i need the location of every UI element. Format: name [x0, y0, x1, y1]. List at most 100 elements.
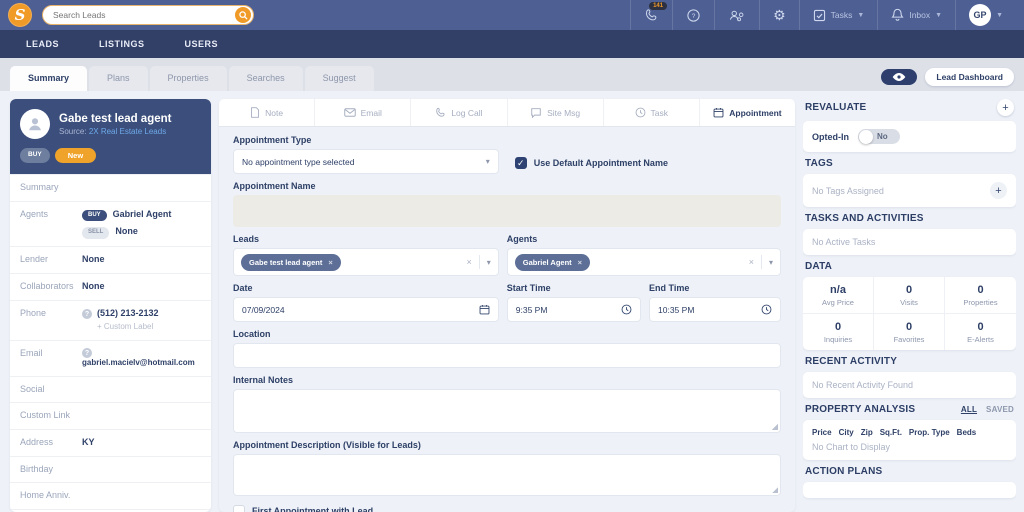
email-value[interactable]: gabriel.macielv@hotmail.com [82, 358, 195, 368]
collaborators-value[interactable]: None [82, 280, 105, 291]
lead-dashboard-button[interactable]: Lead Dashboard [925, 68, 1014, 86]
toggle-state: No [877, 132, 888, 141]
composer-tab-log-call[interactable]: Log Call [411, 99, 508, 126]
lender-value[interactable]: None [82, 254, 105, 265]
clock-icon[interactable] [621, 304, 632, 315]
lead-row-social[interactable]: Social [10, 375, 211, 403]
resize-handle[interactable] [772, 424, 778, 430]
date-input[interactable]: 07/09/2024 [233, 297, 499, 322]
view-toggle-button[interactable] [881, 69, 918, 85]
revaluate-card: Opted-In No [803, 121, 1016, 152]
filter-sqft[interactable]: Sq.Ft. [879, 428, 902, 437]
agent-tag[interactable]: Gabriel Agent × [514, 253, 591, 271]
toggle-knob [859, 129, 873, 144]
add-revaluate-button[interactable]: + [997, 99, 1014, 116]
address-value[interactable]: KY [82, 437, 95, 448]
end-time-label: End Time [649, 283, 690, 293]
property-all-link[interactable]: ALL [960, 405, 978, 414]
use-default-name-checkbox[interactable]: ✓ [514, 157, 527, 169]
agents-label: Agents [506, 234, 538, 244]
tab-summary[interactable]: Summary [10, 66, 88, 91]
location-input[interactable] [233, 343, 781, 368]
global-search[interactable] [42, 5, 254, 25]
clear-icon[interactable]: × [748, 257, 754, 267]
appointment-type-select[interactable]: No appointment type selected ▾ [233, 149, 499, 174]
composer-tab-email[interactable]: Email [315, 99, 412, 126]
property-saved-link[interactable]: SAVED [986, 405, 1014, 414]
filter-beds[interactable]: Beds [956, 428, 977, 437]
phone-value[interactable]: (512) 213-2132 [97, 307, 159, 318]
lead-row-custom-link[interactable]: Custom Link [10, 402, 211, 429]
opted-in-toggle[interactable]: No [858, 129, 900, 144]
sell-agent-name[interactable]: None [115, 226, 138, 237]
nav-item-leads[interactable]: LEADS [26, 39, 60, 49]
tab-suggest[interactable]: Suggest [304, 66, 374, 91]
email-status-icon[interactable]: ? [82, 348, 92, 359]
dialer-button[interactable]: 141 [630, 0, 672, 30]
chevron-down-icon[interactable]: ▾ [486, 257, 491, 267]
lead-source-link[interactable]: 2X Real Estate Leads [88, 127, 167, 137]
composer-tab-site-msg[interactable]: Site Msg [508, 99, 604, 126]
user-menu[interactable]: GP ▼ [955, 0, 1016, 30]
calendar-icon[interactable] [479, 304, 490, 315]
filter-zip[interactable]: Zip [860, 428, 873, 437]
first-appointment-checkbox[interactable] [233, 505, 245, 512]
leads-multiselect[interactable]: Gabe test lead agent × × ▾ [233, 248, 499, 276]
lead-status-badge[interactable]: New [54, 148, 97, 163]
brand-logo[interactable]: S [8, 3, 32, 27]
calendar-icon [713, 108, 724, 118]
remove-tag-icon[interactable]: × [328, 257, 333, 267]
tasks-menu[interactable]: Tasks ▼ [798, 0, 878, 30]
lead-row-home-anniv[interactable]: Home Anniv. [10, 482, 211, 509]
stat-avg-price: n/a Avg Price [803, 277, 874, 314]
stat-favorites: 0 Favorites [874, 314, 945, 350]
buy-agent-name[interactable]: Gabriel Agent [112, 208, 172, 219]
agent-sell-tag: SELL [82, 227, 110, 240]
lead-summary-panel: Gabe test lead agent Source: 2X Real Est… [10, 99, 211, 512]
tab-properties[interactable]: Properties [149, 66, 227, 91]
lead-tag[interactable]: Gabe test lead agent × [241, 253, 341, 271]
lead-row-phone: Phone ? (512) 213-2132 + Custom Label [10, 299, 211, 340]
composer-tab-note[interactable]: Note [219, 99, 316, 126]
lead-name: Gabe test lead agent [59, 112, 172, 125]
data-card: n/a Avg Price 0 Visits 0 Properties 0 Inquir… [803, 277, 1016, 350]
resize-handle[interactable] [772, 487, 778, 493]
tab-plans[interactable]: Plans [89, 66, 148, 91]
internal-notes-textarea[interactable] [233, 389, 781, 433]
add-tag-button[interactable]: + [990, 182, 1007, 199]
filter-city[interactable]: City [838, 428, 854, 437]
nav-item-listings[interactable]: LISTINGS [99, 39, 145, 49]
end-time-input[interactable]: 10:35 PM [649, 297, 781, 322]
contacts-settings-button[interactable] [714, 0, 759, 30]
clear-icon[interactable]: × [466, 257, 472, 267]
filter-prop-type[interactable]: Prop. Type [908, 428, 950, 437]
composer-tab-appointment[interactable]: Appointment [700, 99, 795, 126]
description-textarea[interactable] [233, 454, 781, 496]
topbar-actions: 141 ? ⚙ Tasks ▼ Inbox ▼ GP ▼ [630, 0, 1016, 30]
help-button[interactable]: ? [672, 0, 714, 30]
avatar[interactable]: GP [969, 4, 992, 26]
chevron-down-icon[interactable]: ▾ [768, 257, 773, 267]
add-custom-label-link[interactable]: + Custom Label [97, 322, 154, 332]
composer-tab-task[interactable]: Task [604, 99, 700, 126]
property-filter-row: Price City Zip Sq.Ft. Prop. Type Beds [812, 428, 1007, 437]
nav-item-users[interactable]: USERS [184, 39, 219, 49]
lead-row-summary[interactable]: Summary [10, 174, 211, 201]
composer-tabs: Note Email Log Call Site Msg Task Appoin… [219, 99, 795, 127]
revaluate-title: REVALUATE [805, 102, 867, 113]
lead-source: Source: 2X Real Estate Leads [59, 127, 167, 137]
tab-searches[interactable]: Searches [228, 66, 303, 91]
search-icon[interactable] [235, 7, 251, 23]
lead-row-birthday[interactable]: Birthday [10, 455, 211, 483]
phone-status-icon[interactable]: ? [82, 309, 92, 320]
remove-tag-icon[interactable]: × [577, 257, 583, 267]
agents-multiselect[interactable]: Gabriel Agent × × ▾ [506, 248, 781, 276]
settings-button[interactable]: ⚙ [759, 0, 799, 30]
clock-icon[interactable] [761, 304, 772, 315]
start-time-input[interactable]: 9:35 PM [506, 297, 642, 322]
inbox-menu[interactable]: Inbox ▼ [877, 0, 955, 30]
filter-price[interactable]: Price [812, 428, 832, 437]
search-input[interactable] [53, 10, 235, 20]
lead-row-contact-delay[interactable]: Contact Delay [10, 509, 211, 512]
appointment-name-label: Appointment Name [233, 181, 316, 191]
